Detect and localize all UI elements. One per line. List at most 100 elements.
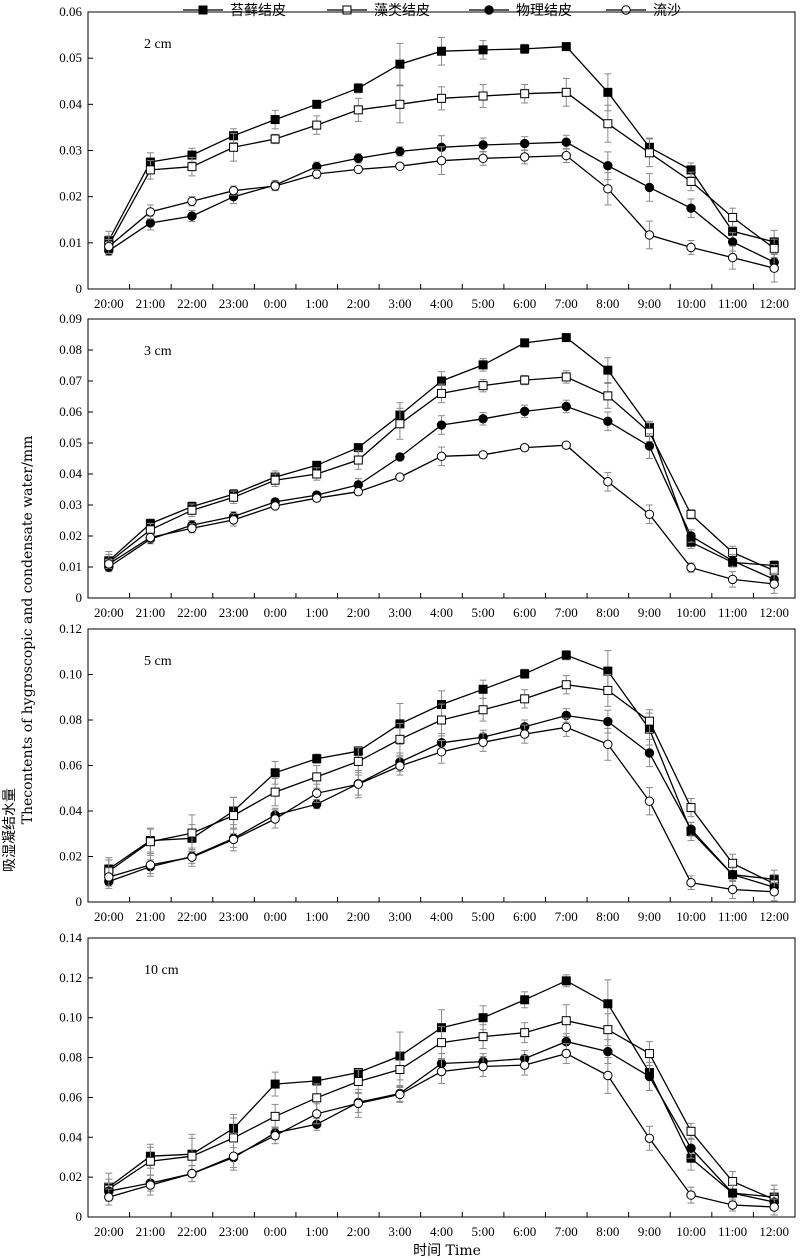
data-point[interactable] (561, 976, 571, 986)
data-point[interactable] (395, 1065, 405, 1075)
data-point[interactable] (769, 887, 779, 897)
data-point[interactable] (644, 796, 655, 806)
data-point[interactable] (228, 834, 239, 845)
data-point[interactable] (478, 450, 488, 460)
data-point[interactable] (270, 475, 280, 485)
data-point[interactable] (686, 803, 696, 813)
data-point[interactable] (145, 532, 156, 543)
data-point[interactable] (395, 161, 405, 171)
data-point[interactable] (728, 858, 738, 868)
data-point[interactable] (686, 877, 696, 888)
data-point[interactable] (561, 137, 571, 147)
data-point[interactable] (727, 1188, 738, 1198)
data-point[interactable] (395, 761, 405, 771)
data-point[interactable] (519, 442, 530, 453)
data-point[interactable] (436, 747, 447, 757)
data-point[interactable] (312, 772, 322, 782)
data-point[interactable] (395, 59, 405, 69)
data-point[interactable] (312, 1109, 322, 1119)
data-point[interactable] (478, 705, 488, 715)
data-point[interactable] (395, 99, 405, 109)
data-point[interactable] (478, 414, 488, 424)
data-point[interactable] (187, 1168, 197, 1179)
data-point[interactable] (644, 1133, 655, 1143)
data-point[interactable] (644, 182, 655, 193)
data-point[interactable] (478, 737, 488, 747)
data-point[interactable] (644, 716, 654, 726)
data-point[interactable] (104, 872, 114, 882)
data-point[interactable] (728, 1177, 738, 1187)
data-point[interactable] (229, 142, 239, 152)
data-point[interactable] (769, 579, 779, 589)
data-point[interactable] (270, 1111, 280, 1121)
data-point[interactable] (727, 870, 738, 880)
data-point[interactable] (520, 89, 530, 99)
data-point[interactable] (437, 715, 446, 725)
data-point[interactable] (769, 263, 779, 273)
data-point[interactable] (145, 1156, 155, 1166)
data-point[interactable] (603, 739, 613, 750)
data-point[interactable] (603, 365, 613, 375)
data-point[interactable] (312, 754, 322, 764)
data-point[interactable] (395, 146, 405, 157)
data-point[interactable] (312, 99, 322, 109)
data-point[interactable] (187, 211, 197, 221)
data-point[interactable] (561, 372, 571, 382)
data-point[interactable] (686, 176, 696, 186)
data-point[interactable] (686, 1126, 696, 1136)
data-point[interactable] (270, 134, 280, 144)
data-point[interactable] (353, 779, 364, 789)
legend-item-algae[interactable]: 藻类结皮 (327, 3, 430, 19)
data-point[interactable] (561, 722, 571, 732)
data-point[interactable] (520, 669, 530, 679)
data-point[interactable] (727, 574, 738, 585)
data-point[interactable] (561, 1048, 571, 1059)
data-point[interactable] (478, 1013, 488, 1023)
data-point[interactable] (187, 505, 197, 515)
data-point[interactable] (478, 1032, 488, 1042)
data-point[interactable] (395, 472, 405, 482)
data-point[interactable] (353, 153, 364, 164)
data-point[interactable] (561, 150, 571, 161)
data-point[interactable] (270, 787, 280, 797)
data-point[interactable] (228, 515, 239, 525)
data-point[interactable] (644, 748, 655, 758)
data-point[interactable] (270, 181, 280, 191)
data-point[interactable] (270, 1130, 280, 1141)
data-point[interactable] (727, 884, 738, 895)
data-point[interactable] (686, 824, 696, 834)
data-point[interactable] (353, 455, 363, 465)
data-point[interactable] (603, 184, 613, 194)
data-point[interactable] (353, 756, 363, 766)
data-point[interactable] (229, 492, 239, 502)
data-point[interactable] (603, 416, 613, 426)
data-point[interactable] (312, 788, 322, 798)
data-point[interactable] (686, 562, 696, 573)
data-point[interactable] (104, 241, 114, 252)
data-point[interactable] (686, 531, 696, 541)
data-point[interactable] (561, 650, 571, 660)
data-point[interactable] (603, 119, 613, 129)
data-point[interactable] (478, 360, 488, 370)
data-point[interactable] (436, 1066, 447, 1077)
data-point[interactable] (603, 716, 613, 727)
data-point[interactable] (561, 1016, 571, 1026)
data-point[interactable] (478, 140, 488, 150)
data-point[interactable] (437, 46, 446, 56)
data-point[interactable] (145, 837, 155, 847)
data-point[interactable] (603, 1046, 613, 1057)
data-point[interactable] (312, 1093, 322, 1103)
data-point[interactable] (145, 207, 156, 217)
data-point[interactable] (270, 1079, 280, 1089)
data-point[interactable] (603, 666, 613, 676)
data-point[interactable] (353, 83, 363, 93)
data-point[interactable] (436, 420, 447, 430)
data-point[interactable] (603, 685, 613, 695)
data-point[interactable] (519, 406, 530, 417)
data-point[interactable] (686, 242, 696, 253)
data-point[interactable] (686, 509, 696, 519)
data-point[interactable] (395, 1089, 405, 1100)
data-point[interactable] (436, 155, 447, 166)
data-point[interactable] (519, 138, 530, 149)
data-point[interactable] (436, 451, 447, 462)
